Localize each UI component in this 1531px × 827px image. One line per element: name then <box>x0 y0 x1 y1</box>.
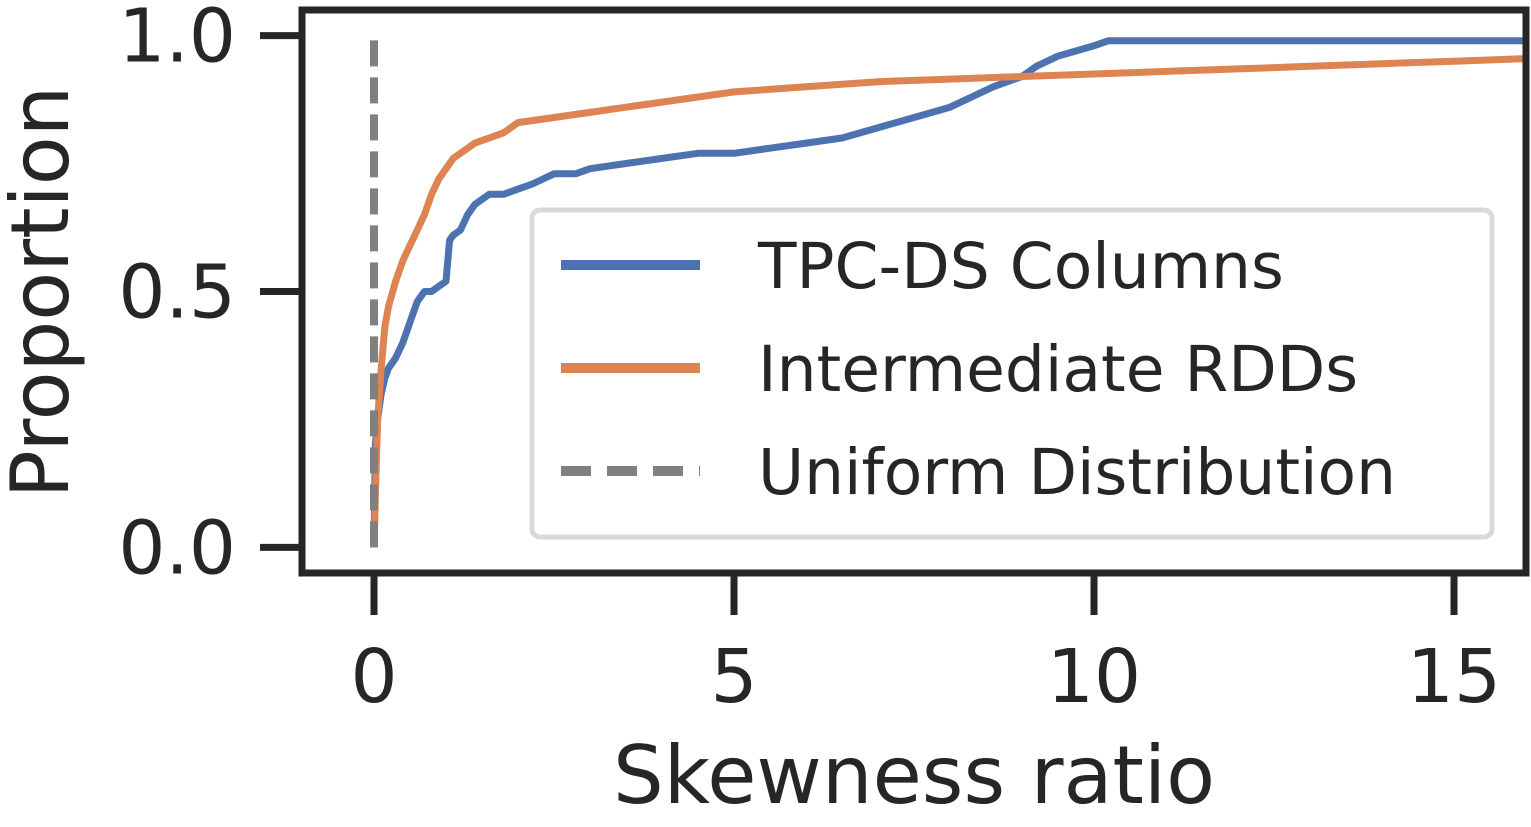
y-axis-label: Proportion <box>0 86 87 499</box>
plot-frame <box>298 6 1530 577</box>
legend-label-2: Intermediate RDDs <box>758 333 1358 406</box>
legend-frame <box>529 207 1495 540</box>
y-tick-label: 0.5 <box>118 250 236 336</box>
legend: TPC-DS Columns Intermediate RDDs Uniform D… <box>529 207 1495 540</box>
series-layer <box>370 35 1527 548</box>
x-tick-label: 5 <box>710 634 757 720</box>
series-line-2 <box>370 55 1527 548</box>
x-tick-label: 15 <box>1407 634 1501 720</box>
legend-label-1: TPC-DS Columns <box>757 230 1284 303</box>
ticks-layer: 0 5 10 15 0.0 0.5 1.0 <box>118 0 1501 720</box>
legend-items: TPC-DS Columns Intermediate RDDs Uniform D… <box>561 230 1396 509</box>
x-tick-label: 0 <box>350 634 397 720</box>
series-line-1 <box>370 37 1526 548</box>
y-tick-label: 1.0 <box>118 0 236 80</box>
x-axis-label: Skewness ratio <box>613 729 1215 822</box>
y-tick-label: 0.0 <box>118 505 236 591</box>
x-tick-label: 10 <box>1047 634 1141 720</box>
legend-label-3: Uniform Distribution <box>758 436 1396 509</box>
